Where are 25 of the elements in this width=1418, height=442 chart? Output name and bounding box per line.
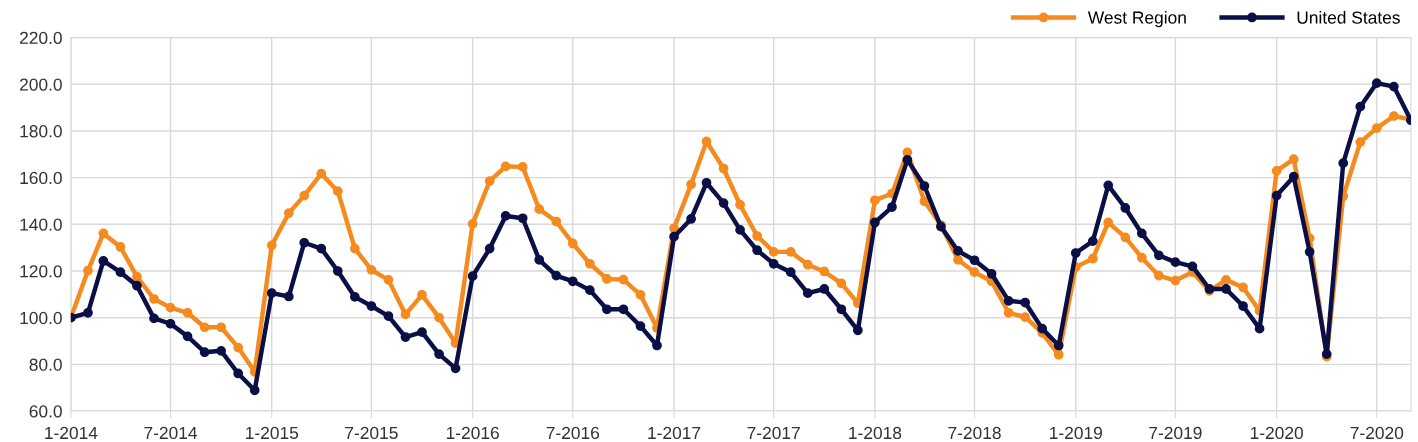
x-tick-label: 1-2019 (1050, 426, 1102, 440)
y-tick-label: 180.0 (20, 125, 62, 138)
x-tick-label: 7-2015 (345, 426, 398, 440)
x-tick-label: 7-2014 (144, 426, 198, 440)
y-tick-label: 100.0 (20, 311, 62, 325)
y-tick-label: 60.0 (29, 405, 62, 418)
y-tick-label: 220.0 (20, 31, 62, 45)
x-tick-label: 1-2018 (849, 426, 902, 440)
x-tick-label: 1-2017 (648, 426, 701, 440)
x-tick-label: 7-2020 (1350, 426, 1404, 440)
legend-label: West Region (1087, 10, 1186, 28)
x-tick-label: 1-2015 (246, 426, 299, 440)
x-tick-label: 7-2019 (1149, 426, 1202, 440)
legend-label: United States (1297, 10, 1400, 24)
x-tick-label: 1-2014 (45, 426, 98, 440)
y-tick-label: 140.0 (20, 218, 62, 231)
x-tick-label: 7-2018 (948, 426, 1001, 440)
x-tick-label: 1-2020 (1250, 426, 1303, 440)
x-tick-label: 7-2017 (747, 426, 800, 440)
y-tick-label: 80.0 (29, 358, 62, 371)
x-tick-label: 1-2016 (446, 426, 499, 440)
y-tick-label: 160.0 (20, 171, 62, 185)
y-tick-label: 200.0 (20, 78, 62, 91)
y-tick-label: 120.0 (20, 265, 62, 278)
x-tick-label: 7-2016 (546, 426, 600, 440)
